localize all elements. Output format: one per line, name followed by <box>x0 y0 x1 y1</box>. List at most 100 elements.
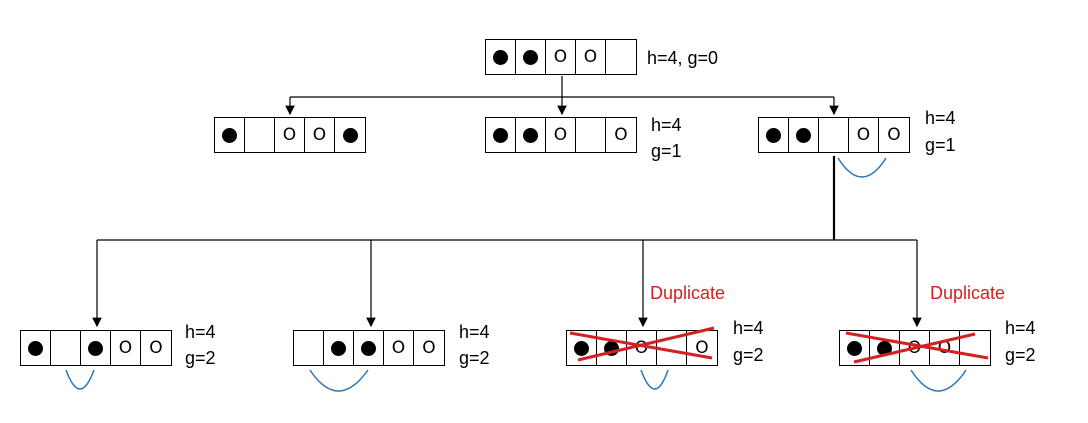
l2-b-h-label: h=4 <box>459 322 490 342</box>
state-cell: O <box>305 118 335 152</box>
black-piece-icon <box>796 127 811 143</box>
white-piece-label: O <box>937 337 952 358</box>
state-cell <box>21 331 51 365</box>
l2-d-h-label: h=4 <box>1005 318 1036 338</box>
swap-arc-l2-d <box>910 369 967 392</box>
state-cell <box>81 331 111 365</box>
l2-c-g-label: g=2 <box>733 345 764 365</box>
state-cell <box>294 331 324 365</box>
duplicate-label-l2-d: Duplicate <box>930 283 1006 303</box>
black-piece-icon <box>766 127 781 143</box>
black-piece-icon <box>493 127 508 143</box>
l2-c-h-label: h=4 <box>733 318 764 338</box>
black-piece-icon <box>222 127 237 143</box>
state-cell: O <box>384 331 414 365</box>
state-cell <box>486 40 516 74</box>
l2-d-g-label: g=2 <box>1005 345 1036 365</box>
state-cell: O <box>576 40 606 74</box>
swap-arc-l1-c <box>837 157 887 178</box>
white-piece-label: O <box>634 337 649 358</box>
state-cell <box>870 331 900 365</box>
duplicate-label-l2-c: Duplicate <box>650 283 726 303</box>
white-piece-label: O <box>695 337 709 358</box>
black-piece-icon <box>523 127 538 143</box>
state-cell: O <box>606 118 636 152</box>
state-cell: O <box>275 118 305 152</box>
l1-b-g-label: g=1 <box>651 141 682 161</box>
white-piece-label: O <box>422 337 436 358</box>
white-piece-label: O <box>149 337 163 358</box>
white-piece-label: O <box>614 124 628 145</box>
black-piece-icon <box>847 340 862 356</box>
swap-arc-l2-c <box>640 369 669 390</box>
black-piece-icon <box>342 127 358 143</box>
state-cell <box>51 331 81 365</box>
black-piece-icon <box>493 49 508 65</box>
state-cell <box>324 331 354 365</box>
white-piece-label: O <box>887 124 901 145</box>
state-cell <box>335 118 365 152</box>
l2-a-h-label: h=4 <box>185 322 216 342</box>
state-cell <box>486 118 516 152</box>
white-piece-label: O <box>907 337 922 358</box>
state-cell: O <box>546 118 576 152</box>
state-cell <box>516 118 546 152</box>
root-h-label: h=4, g=0 <box>647 48 719 68</box>
state-cell <box>960 331 990 365</box>
white-piece-label: O <box>391 337 406 358</box>
state-cell <box>819 118 849 152</box>
state-cell <box>567 331 597 365</box>
state-cell <box>840 331 870 365</box>
black-piece-icon <box>28 340 43 356</box>
swap-arc-l2-a <box>65 369 95 390</box>
state-cell <box>516 40 546 74</box>
state-cell <box>759 118 789 152</box>
l1-b-h-label: h=4 <box>651 115 682 135</box>
black-piece-icon <box>331 340 346 356</box>
state-cell <box>215 118 245 152</box>
state-cell <box>576 118 606 152</box>
black-piece-icon <box>574 340 589 356</box>
l1-c-g-label: g=1 <box>925 135 956 155</box>
state-cell <box>245 118 275 152</box>
black-piece-icon <box>523 49 538 65</box>
l2-a-g-label: g=2 <box>185 348 216 368</box>
white-piece-label: O <box>856 124 871 145</box>
white-piece-label: O <box>312 124 327 145</box>
white-piece-label: O <box>282 124 297 145</box>
white-piece-label: O <box>553 124 568 145</box>
state-cell <box>657 331 687 365</box>
state-cell: O <box>546 40 576 74</box>
white-piece-label: O <box>583 46 598 67</box>
state-cell: O <box>627 331 657 365</box>
state-cell: O <box>930 331 960 365</box>
white-piece-label: O <box>553 46 568 67</box>
state-cell <box>606 40 636 74</box>
state-cell <box>597 331 627 365</box>
black-piece-icon <box>877 340 892 356</box>
state-cell: O <box>414 331 444 365</box>
state-cell <box>354 331 384 365</box>
black-piece-icon <box>604 340 619 356</box>
state-cell: O <box>687 331 717 365</box>
state-cell: O <box>141 331 171 365</box>
black-piece-icon <box>361 340 376 356</box>
state-cell: O <box>111 331 141 365</box>
state-cell: O <box>849 118 879 152</box>
white-piece-label: O <box>118 337 133 358</box>
l2-b-g-label: g=2 <box>459 348 490 368</box>
black-piece-icon <box>88 340 103 356</box>
state-cell: O <box>900 331 930 365</box>
swap-arc-l2-b <box>309 369 369 392</box>
state-cell: O <box>879 118 909 152</box>
